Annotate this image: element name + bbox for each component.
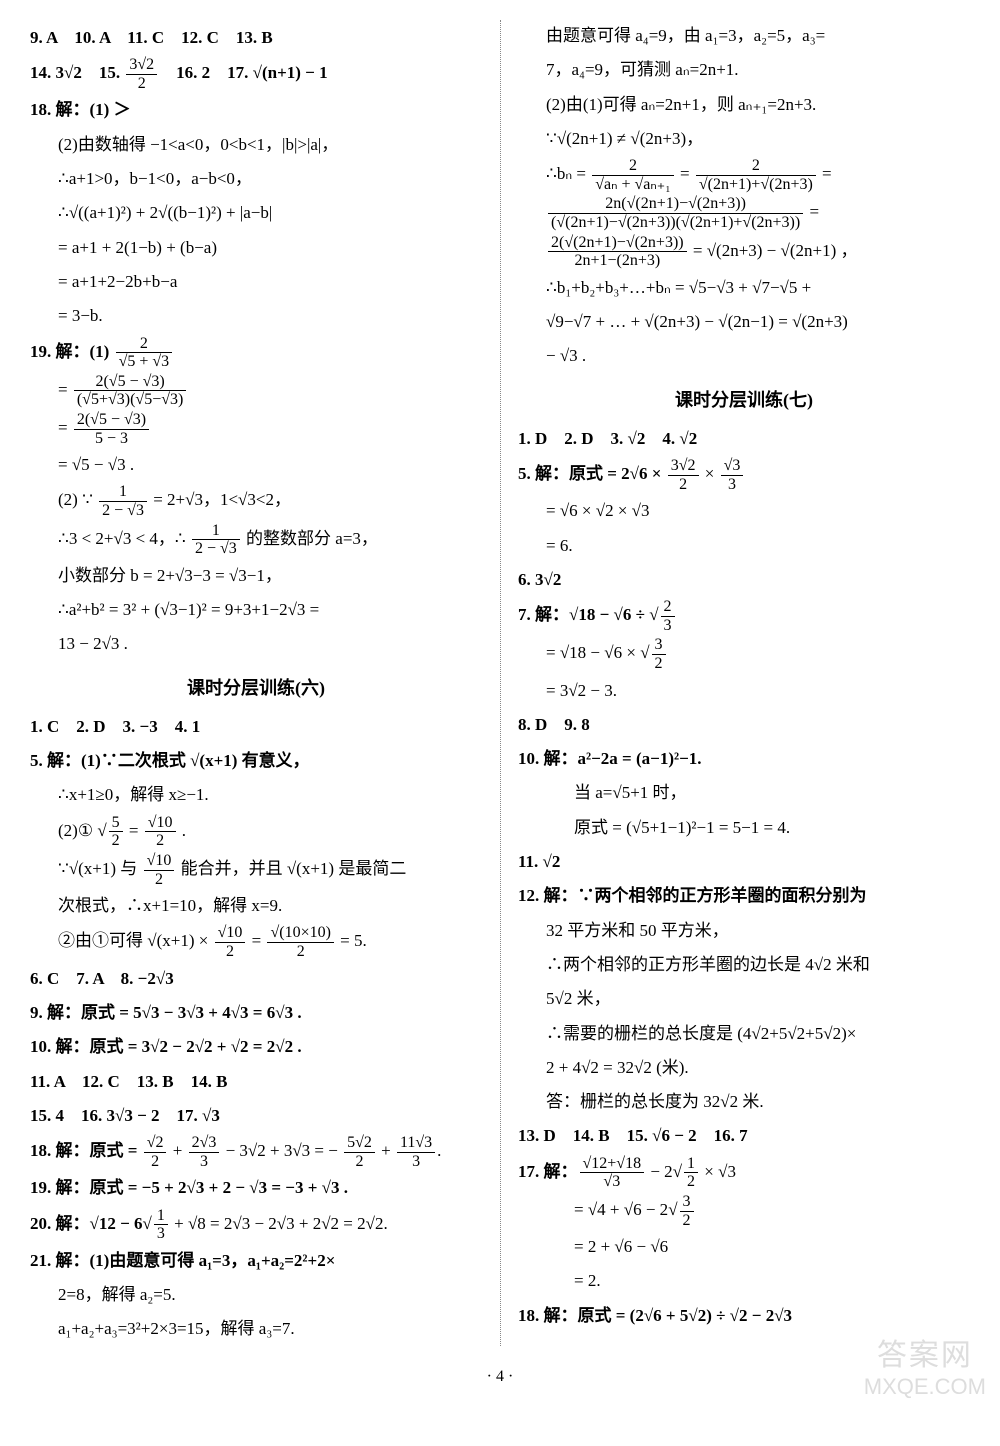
s6-q18: 18. 解：原式 = √22 + 2√33 − 3√2 + 3√3 = − 5√… [30, 1134, 482, 1170]
s7-q12g: 答：栅栏的总长度为 32√2 米. [518, 1086, 970, 1118]
s7-q8-9: 8. D 9. 8 [518, 709, 970, 741]
q19-1b: = 2(√5 − √3)(√5+√3)(√5−√3) [30, 373, 482, 409]
s6-q5-1: 5. 解：(1)∵二次根式 √(x+1) 有意义， [30, 745, 482, 777]
s7-q12e: ∴需要的栅栏的总长度是 (4√2+5√2+5√2)× [518, 1018, 970, 1050]
s6-q11-14: 11. A 12. C 13. B 14. B [30, 1066, 482, 1098]
s7-q7b: = √18 − √6 × √32 [518, 636, 970, 672]
s7-q10b: 当 a=√5+1 时， [518, 777, 970, 809]
s7-q17d: = 2. [518, 1265, 970, 1297]
q19-1c: = 2(√5 − √3)5 − 3 [30, 411, 482, 447]
s7-q7c: = 3√2 − 3. [518, 675, 970, 707]
section6-title: 课时分层训练(六) [30, 671, 482, 705]
s6-q1-4: 1. C 2. D 3. −3 4. 1 [30, 711, 482, 743]
s6-q20: 20. 解：√12 − 6√13 + √8 = 2√3 − 2√3 + 2√2 … [30, 1207, 482, 1243]
s6-q21b: 2=8，解得 a₂=5. [30, 1279, 482, 1311]
q19-2e: 13 − 2√3 . [30, 628, 482, 660]
s6-q5-4: ∵√(x+1) 与 √102 能合并，并且 √(x+1) 是最简二 [30, 852, 482, 888]
s7-q10a: 10. 解：a²−2a = (a−1)²−1. [518, 743, 970, 775]
s7-q11: 11. √2 [518, 846, 970, 878]
q18-2f: = 3−b. [30, 300, 482, 332]
s7-q7a: 7. 解：√18 − √6 ÷ √23 [518, 598, 970, 634]
q14-17: 14. 3√2 15. 3√22 16. 2 17. √(n+1) − 1 [30, 56, 482, 92]
s6-q10: 10. 解：原式 = 3√2 − 2√2 + √2 = 2√2 . [30, 1031, 482, 1063]
s7-q12c: ∴两个相邻的正方形羊圈的边长是 4√2 米和 [518, 949, 970, 981]
q18-1: 18. 解：(1) ＞ [30, 94, 482, 126]
q18-2d: = a+1 + 2(1−b) + (b−a) [30, 232, 482, 264]
s7-q5c: = 6. [518, 530, 970, 562]
s7-q18: 18. 解：原式 = (2√6 + 5√2) ÷ √2 − 2√3 [518, 1300, 970, 1332]
s7-q17b: = √4 + √6 − 2√32 [518, 1193, 970, 1229]
q19-2c: 小数部分 b = 2+√3−3 = √3−1， [30, 560, 482, 592]
s6-q5-2: ∴x+1≥0，解得 x≥−1. [30, 779, 482, 811]
s6-q21a: 21. 解：(1)由题意可得 a₁=3，a₁+a₂=2²+2× [30, 1245, 482, 1277]
s7-q6: 6. 3√2 [518, 564, 970, 596]
s6-q19: 19. 解：原式 = −5 + 2√3 + 2 − √3 = −3 + √3 . [30, 1172, 482, 1204]
r-cont-5: ∵√(2n+1) ≠ √(2n+3)， [518, 123, 970, 155]
q18-2a: (2)由数轴得 −1<a<0，0<b<1，|b|>|a|， [30, 129, 482, 161]
s7-q13-16: 13. D 14. B 15. √6 − 2 16. 7 [518, 1120, 970, 1152]
s7-q12f: 2 + 4√2 = 32√2 (米). [518, 1052, 970, 1084]
s7-q1-4: 1. D 2. D 3. √2 4. √2 [518, 423, 970, 455]
q18-2b: ∴a+1>0，b−1<0，a−b<0， [30, 163, 482, 195]
q9-13: 9. A 10. A 11. C 12. C 13. B [30, 22, 482, 54]
s6-q5-6: ②由①可得 √(x+1) × √102 = √(10×10)2 = 5. [30, 924, 482, 960]
s6-q5-5: 次根式，∴x+1=10，解得 x=9. [30, 890, 482, 922]
s7-q17a: 17. 解：√12+√18√3 − 2√12 × √3 [518, 1155, 970, 1191]
q19-2a: (2) ∵ 12 − √3 = 2+√3，1<√3<2， [30, 483, 482, 519]
s7-q10c: 原式 = (√5+1−1)²−1 = 5−1 = 4. [518, 812, 970, 844]
s6-q6-8: 6. C 7. A 8. −2√3 [30, 963, 482, 995]
q19-2b: ∴3 < 2+√3 < 4，∴ 12 − √3 的整数部分 a=3， [30, 522, 482, 558]
r-cont-6: ∴bₙ = 2√aₙ + √aₙ₊₁ = 2√(2n+1)+√(2n+3) = [518, 157, 970, 193]
q19-1d: = √5 − √3 . [30, 449, 482, 481]
r-cont-11: − √3 . [518, 340, 970, 372]
s7-q17c: = 2 + √6 − √6 [518, 1231, 970, 1263]
r-cont-9: ∴b₁+b₂+b₃+…+bₙ = √5−√3 + √7−√5 + [518, 272, 970, 304]
s6-q15-17: 15. 4 16. 3√3 − 2 17. √3 [30, 1100, 482, 1132]
r-cont-7: 2n(√(2n+1)−√(2n+3))(√(2n+1)−√(2n+3))(√(2… [518, 195, 970, 231]
content-columns: 9. A 10. A 11. C 12. C 13. B 14. 3√2 15.… [30, 20, 970, 1346]
r-cont-1: a₁+a₂+a₃=3²+2×3=15，解得 a₃=7. [30, 1313, 482, 1345]
s7-q12a: 12. 解：∵两个相邻的正方形羊圈的面积分别为 [518, 880, 970, 912]
r-cont-3: 7，a₄=9，可猜测 aₙ=2n+1. [518, 54, 970, 86]
s7-q12d: 5√2 米， [518, 983, 970, 1015]
q18-2c: ∴√((a+1)²) + 2√((b−1)²) + |a−b| [30, 197, 482, 229]
s6-q5-3: (2)① √52 = √102 . [30, 814, 482, 850]
s7-q5a: 5. 解：原式 = 2√6 × 3√22 × √33 [518, 457, 970, 493]
r-cont-8: 2(√(2n+1)−√(2n+3))2n+1−(2n+3) = √(2n+3) … [518, 234, 970, 270]
q18-2e: = a+1+2−2b+b−a [30, 266, 482, 298]
r-cont-10: √9−√7 + … + √(2n+3) − √(2n−1) = √(2n+3) [518, 306, 970, 338]
r-cont-4: (2)由(1)可得 aₙ=2n+1，则 aₙ₊₁=2n+3. [518, 89, 970, 121]
section7-title: 课时分层训练(七) [518, 383, 970, 417]
q19-2d: ∴a²+b² = 3² + (√3−1)² = 9+3+1−2√3 = [30, 594, 482, 626]
r-cont-2: 由题意可得 a₄=9，由 a₁=3，a₂=5，a₃= [518, 20, 970, 52]
s7-q12b: 32 平方米和 50 平方米， [518, 915, 970, 947]
s6-q9: 9. 解：原式 = 5√3 − 3√3 + 4√3 = 6√3 . [30, 997, 482, 1029]
s7-q5b: = √6 × √2 × √3 [518, 495, 970, 527]
page-number: · 4 · [30, 1362, 970, 1392]
q19-1: 19. 解：(1) 2√5 + √3 [30, 335, 482, 371]
